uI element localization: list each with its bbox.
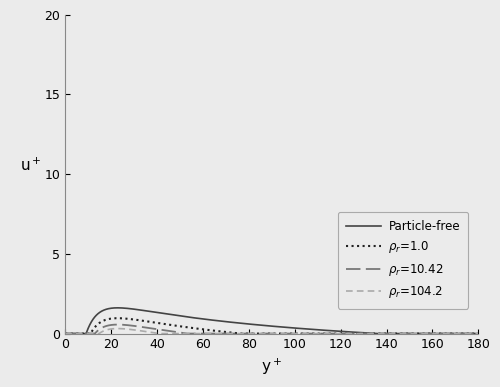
$\rho_r$=10.42 — [464, 331, 469, 336]
$\rho_r$=104.2 — [388, 331, 394, 336]
Y-axis label: u$^+$: u$^+$ — [20, 157, 42, 174]
Particle-free — [114, 305, 120, 310]
$\rho_r$=1.0 — [464, 331, 469, 336]
$\rho_r$=104.2 — [84, 331, 89, 336]
$\rho_r$=10.42 — [264, 331, 270, 336]
$\rho_r$=1.0 — [114, 316, 120, 320]
Particle-free — [464, 331, 469, 336]
$\rho_r$=10.42 — [114, 322, 120, 327]
$\rho_r$=10.42 — [464, 331, 469, 336]
X-axis label: y$^+$: y$^+$ — [261, 357, 282, 377]
Particle-free — [476, 331, 482, 336]
Line: Particle-free: Particle-free — [65, 308, 478, 334]
$\rho_r$=1.0 — [264, 331, 270, 336]
Particle-free — [388, 331, 394, 336]
$\rho_r$=104.2 — [476, 331, 482, 336]
$\rho_r$=104.2 — [464, 331, 469, 336]
$\rho_r$=1.0 — [62, 331, 68, 336]
$\rho_r$=10.42 — [84, 331, 89, 336]
$\rho_r$=10.42 — [252, 331, 258, 336]
$\rho_r$=104.2 — [264, 331, 270, 336]
$\rho_r$=104.2 — [252, 331, 258, 336]
$\rho_r$=1.0 — [252, 331, 258, 336]
$\rho_r$=1.0 — [476, 331, 482, 336]
$\rho_r$=10.42 — [388, 331, 394, 336]
$\rho_r$=1.0 — [388, 331, 394, 336]
Line: $\rho_r$=1.0: $\rho_r$=1.0 — [65, 318, 478, 334]
$\rho_r$=10.42 — [62, 331, 68, 336]
Legend: Particle-free, $\rho_r$=1.0, $\rho_r$=10.42, $\rho_r$=104.2: Particle-free, $\rho_r$=1.0, $\rho_r$=10… — [338, 212, 468, 308]
Particle-free — [252, 322, 258, 327]
$\rho_r$=10.42 — [476, 331, 482, 336]
Line: $\rho_r$=104.2: $\rho_r$=104.2 — [65, 329, 478, 334]
$\rho_r$=104.2 — [62, 331, 68, 336]
Particle-free — [264, 323, 270, 328]
Particle-free — [84, 331, 89, 336]
Line: $\rho_r$=10.42: $\rho_r$=10.42 — [65, 325, 478, 334]
$\rho_r$=1.0 — [464, 331, 469, 336]
Particle-free — [62, 331, 68, 336]
$\rho_r$=104.2 — [464, 331, 469, 336]
Particle-free — [464, 331, 469, 336]
$\rho_r$=1.0 — [84, 331, 89, 336]
$\rho_r$=104.2 — [114, 326, 120, 331]
